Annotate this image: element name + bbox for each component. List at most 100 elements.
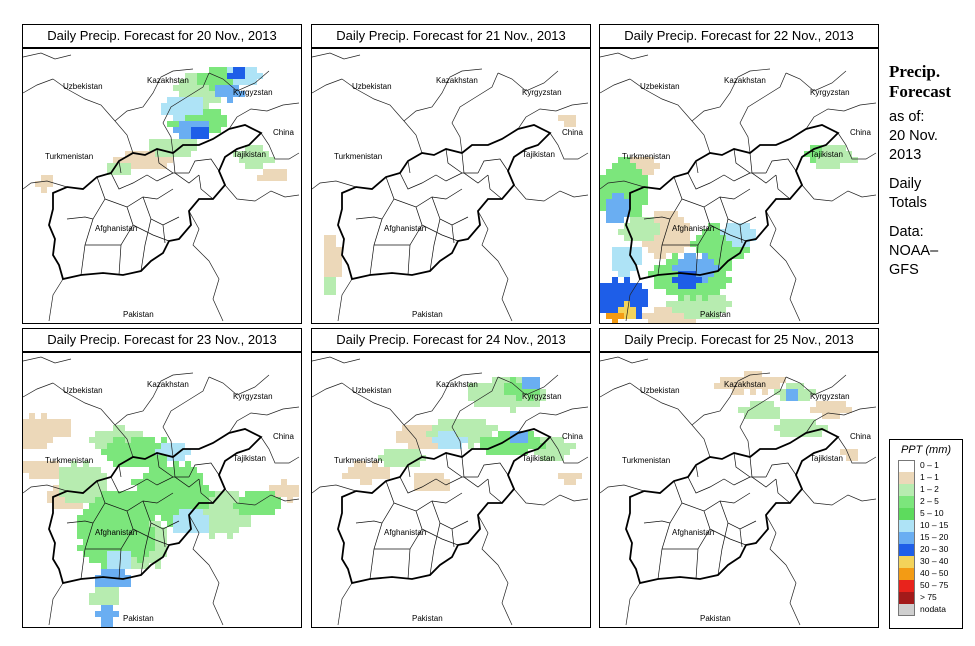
precip-cell	[155, 473, 161, 479]
precip-cell	[203, 509, 209, 515]
precip-cell	[65, 419, 71, 425]
province-boundary	[407, 510, 423, 580]
label-pakistan: Pakistan	[123, 614, 154, 623]
precip-cell	[726, 247, 732, 253]
precip-cell	[107, 587, 113, 593]
precip-cell	[143, 533, 149, 539]
precip-cell	[762, 377, 768, 383]
precip-cell	[119, 515, 125, 521]
precip-cell	[65, 485, 71, 491]
province-boundary	[695, 206, 711, 276]
precip-cell	[606, 313, 612, 319]
precip-cell	[95, 581, 101, 587]
province-boundary	[739, 528, 743, 548]
province-boundary	[719, 500, 757, 530]
province-boundary	[188, 158, 220, 174]
precip-cell	[47, 175, 53, 181]
province-boundary	[198, 174, 214, 200]
precip-cell	[221, 73, 227, 79]
precip-cell	[726, 265, 732, 271]
country-border	[208, 374, 270, 396]
precip-cell	[546, 449, 552, 455]
precip-cell	[660, 223, 666, 229]
precip-cell	[426, 479, 432, 485]
precip-cell	[504, 383, 510, 389]
precip-cell	[636, 259, 642, 265]
precip-cell	[516, 377, 522, 383]
precip-cell	[203, 73, 209, 79]
country-border	[23, 484, 68, 494]
precip-cell	[390, 449, 396, 455]
precip-cell	[354, 473, 360, 479]
precip-cell	[474, 389, 480, 395]
precip-cell	[107, 509, 113, 515]
precip-cell	[630, 223, 636, 229]
precip-cell	[684, 319, 690, 323]
country-border	[600, 382, 631, 398]
precip-cell	[672, 217, 678, 223]
country-border	[629, 382, 711, 458]
precip-cell	[624, 301, 630, 307]
as-of-date: as of: 20 Nov. 2013	[889, 108, 973, 165]
precip-cell	[840, 449, 846, 455]
precip-cell	[714, 313, 720, 319]
precip-cell	[564, 115, 570, 121]
precip-cell	[173, 479, 179, 485]
precip-cell	[95, 587, 101, 593]
precip-cell	[642, 157, 648, 163]
precip-cell	[203, 515, 209, 521]
precip-cell	[690, 241, 696, 247]
precip-cell	[221, 497, 227, 503]
precip-cell	[137, 551, 143, 557]
label-china: China	[273, 432, 294, 441]
precip-cell	[257, 491, 263, 497]
precip-cell	[642, 235, 648, 241]
province-boundary	[429, 522, 441, 576]
precip-map: Uzbekistan Kazakhstan Kyrgyzstan China Turkm…	[599, 352, 879, 628]
precip-cell	[131, 521, 137, 527]
label-tajikistan: Tajikistan	[810, 150, 843, 159]
province-boundary	[477, 462, 509, 478]
precip-cell	[281, 485, 287, 491]
precip-cell	[95, 497, 101, 503]
precip-cell	[179, 449, 185, 455]
precip-cell	[179, 485, 185, 491]
country-border	[48, 278, 64, 322]
precip-cell	[558, 437, 564, 443]
precip-cell	[354, 461, 360, 467]
precip-cell	[732, 383, 738, 389]
precip-cell	[131, 497, 137, 503]
precip-cell	[642, 199, 648, 205]
precip-cell	[492, 425, 498, 431]
precip-cell	[227, 97, 233, 103]
label-china: China	[562, 128, 583, 137]
precip-cell	[624, 253, 630, 259]
precip-cell	[245, 491, 251, 497]
precip-cell	[564, 479, 570, 485]
afghanistan-border	[48, 124, 263, 281]
precip-cell	[684, 301, 690, 307]
country-border	[497, 70, 559, 92]
precip-cell	[606, 211, 612, 217]
legend-swatch	[898, 496, 915, 508]
precip-cell	[125, 449, 131, 455]
precip-cell	[696, 289, 702, 295]
precip-cell	[245, 151, 251, 157]
precip-cell	[684, 307, 690, 313]
country-border	[114, 68, 194, 122]
precip-cell	[606, 217, 612, 223]
precip-cell	[167, 151, 173, 157]
precip-cell	[414, 431, 420, 437]
precip-cell	[53, 431, 59, 437]
country-border	[513, 488, 589, 506]
province-boundary	[162, 224, 166, 244]
precip-cell	[125, 557, 131, 563]
label-turkmenistan: Turkmenistan	[334, 456, 382, 465]
precip-cell	[137, 557, 143, 563]
precip-cell	[528, 389, 534, 395]
precip-cell	[185, 121, 191, 127]
precip-cell	[149, 503, 155, 509]
precip-cell	[23, 419, 29, 425]
precip-cell	[65, 431, 71, 437]
precip-cell	[384, 461, 390, 467]
